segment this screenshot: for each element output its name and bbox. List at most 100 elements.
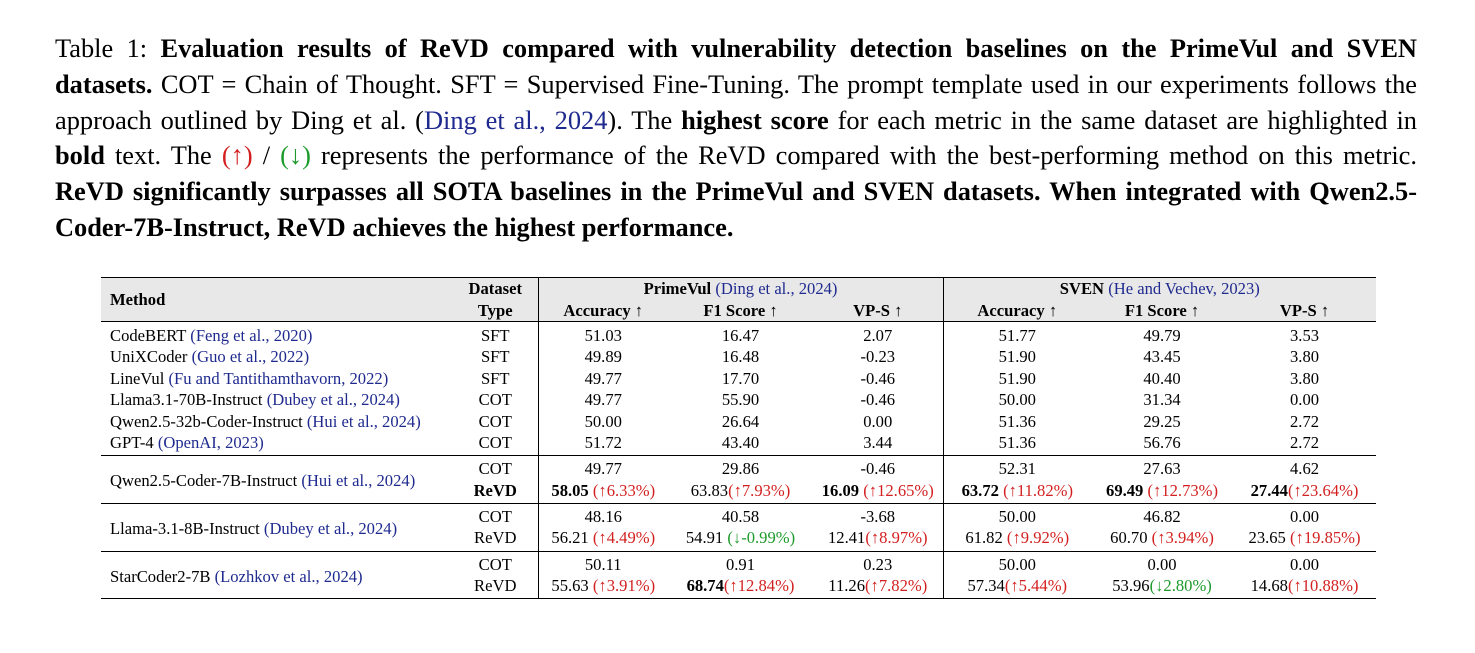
method-cite[interactable]: (Dubey et al., 2024) <box>266 390 400 410</box>
method-name: CodeBERT (Feng et al., 2020) <box>101 320 453 347</box>
method-cite[interactable]: (Hui et al., 2024) <box>306 411 421 431</box>
metric-value: 4.62 <box>1233 455 1377 480</box>
dataset-type: SFT <box>480 347 510 367</box>
delta-up: (↑7.82%) <box>865 576 928 596</box>
baseline-rows: CodeBERT (Feng et al., 2020) SFT 51.03 16.4… <box>101 320 1377 456</box>
metric-value: 2.72 <box>1290 432 1320 452</box>
revd-value: 55.63 <box>551 576 589 596</box>
metric-value: 49.77 <box>537 455 668 480</box>
caption-conclusion: ReVD significantly surpasses all SOTA ba… <box>55 176 1417 242</box>
header-metric: VP-S ↑ <box>813 299 944 322</box>
metric-value: 49.77 <box>537 367 668 389</box>
delta-up: (↑9.92%) <box>1006 528 1070 548</box>
method-cite[interactable]: (Fu and Tantithamthavorn, 2022) <box>168 368 389 388</box>
metric-value: 23.65 (↑19.85%) <box>1233 527 1376 551</box>
revd-value: 54.91 <box>685 528 724 548</box>
caption-title: Evaluation results of ReVD compared with… <box>55 33 1417 99</box>
metric-value: 51.36 <box>942 431 1092 456</box>
method-cite[interactable]: (Feng et al., 2020) <box>190 325 313 345</box>
method-cite[interactable]: (Dubey et al., 2024) <box>263 518 398 538</box>
caption-cite-ding[interactable]: Ding et al., 2024 <box>423 104 608 135</box>
dataset-type: SFT <box>453 320 538 347</box>
header-metric: VP-S ↑ <box>1233 299 1377 322</box>
metric-value: 51.77 <box>942 320 1092 347</box>
metric-value: 0.00 <box>1290 390 1320 410</box>
metric-value: 54.91 (↓-0.99%) <box>668 527 813 551</box>
table-row: CodeBERT (Feng et al., 2020) SFT 51.03 16.4… <box>101 320 1377 347</box>
metric-value: -0.46 <box>860 368 896 388</box>
metric-value: 43.45 <box>1143 347 1181 367</box>
metric-value: 0.00 <box>863 411 893 431</box>
table-row-revd: ReVD 56.21 (↑4.49%) 54.91 (↓-0.99%) 12.41(↑… <box>101 527 1376 552</box>
header-primevul-cite[interactable]: (Ding et al., 2024) <box>715 279 838 299</box>
metric-value: 16.48 <box>721 347 760 367</box>
table-row: Llama3.1-70B-Instruct (Dubey et al., 202… <box>101 388 1376 411</box>
header-dataset: Dataset <box>453 277 538 300</box>
metric-value: 0.00 <box>1233 550 1377 576</box>
method-name: Llama-3.1-8B-Instruct (Dubey et al., 202… <box>101 502 453 552</box>
metric-value: 29.86 <box>668 455 813 480</box>
metric-value: 14.68(↑10.88%) <box>1233 575 1376 599</box>
model-group: Llama-3.1-8B-Instruct (Dubey et al., 202… <box>101 502 1377 552</box>
dataset-type: COT <box>453 550 538 576</box>
metric-value: 0.91 <box>668 550 813 576</box>
delta-up: (↑12.65%) <box>863 480 934 500</box>
metric-value: 40.40 <box>1143 368 1181 388</box>
method-name: GPT-4 (OpenAI, 2023) <box>110 432 264 452</box>
metric-value: 16.09 (↑12.65%) <box>813 480 943 504</box>
dataset-type: ReVD <box>474 528 517 548</box>
metric-value: 26.64 <box>721 411 760 431</box>
revd-value: 69.49 <box>1106 480 1144 500</box>
metric-value: 60.70 (↑3.94%) <box>1091 527 1233 551</box>
method-cite[interactable]: (OpenAI, 2023) <box>157 432 264 452</box>
model-group: StarCoder2-7B (Lozhkov et al., 2024) COT 5… <box>101 550 1377 599</box>
metric-value: 27.44(↑23.64%) <box>1233 480 1376 504</box>
caption-label: Table 1: <box>55 33 148 63</box>
metric-value: 46.82 <box>1091 502 1234 528</box>
revd-value: 27.44 <box>1250 480 1288 500</box>
table-row: Qwen2.5-Coder-7B-Instruct (Hui et al., 2… <box>101 455 1377 504</box>
metric-value: 48.16 <box>537 502 668 528</box>
delta-up: (↑12.84%) <box>723 576 795 596</box>
method-name: Qwen2.5-32b-Coder-Instruct (Hui et al., … <box>110 411 421 431</box>
method-cite[interactable]: (Hui et al., 2024) <box>301 471 416 491</box>
header-sven: SVEN (He and Vechev, 2023) <box>942 277 1377 300</box>
delta-up: (↑11.82%) <box>1003 480 1073 500</box>
delta-up: (↑7.93%) <box>728 480 791 500</box>
header-metric: Accuracy ↑ <box>942 299 1092 322</box>
revd-value: 56.21 <box>551 528 589 548</box>
method-cite[interactable]: (Guo et al., 2022) <box>191 347 310 367</box>
table-row-revd: ReVD 55.63 (↑3.91%) 68.74(↑12.84%) 11.26(↑7… <box>101 575 1376 599</box>
metric-value: 50.00 <box>942 550 1092 576</box>
metric-value: -3.68 <box>813 502 944 528</box>
metric-value: 56.21 (↑4.49%) <box>537 527 668 552</box>
metric-value: 11.26(↑7.82%) <box>813 575 943 599</box>
header-sven-cite[interactable]: (He and Vechev, 2023) <box>1108 279 1260 299</box>
revd-value: 63.72 <box>961 480 999 500</box>
dataset-type: COT <box>453 502 538 528</box>
metric-value: 58.05 (↑6.33%) <box>537 479 668 504</box>
metric-value: 49.89 <box>537 346 668 368</box>
header-type: Type <box>453 299 538 322</box>
metric-value: 50.00 <box>942 388 1092 411</box>
revd-value: 16.09 <box>821 480 860 500</box>
table-row: GPT-4 (OpenAI, 2023) COT 51.72 43.40 3.44 51.… <box>101 431 1376 456</box>
revd-value: 60.70 <box>1110 528 1148 548</box>
dataset-type: COT <box>453 455 538 480</box>
metric-value: 50.11 <box>537 550 668 576</box>
revd-value: 57.34 <box>967 576 1005 596</box>
dataset-type: ReVD <box>473 480 517 500</box>
method-cite[interactable]: (Lozhkov et al., 2024) <box>214 566 363 586</box>
caption-sentence-bold: The highest score for each metric in the… <box>55 104 1417 171</box>
metric-value: 12.41(↑8.97%) <box>813 527 943 551</box>
caption-sentence-prompt: The prompt template used in our experime… <box>55 68 1418 135</box>
metric-value: 49.77 <box>537 388 668 411</box>
method-name: LineVul (Fu and Tantithamthavorn, 2022) <box>110 368 389 388</box>
arrow-up-icon: (↑) <box>221 140 253 171</box>
dataset-type: SFT <box>480 368 510 388</box>
method-name: StarCoder2-7B (Lozhkov et al., 2024) <box>101 550 453 599</box>
table-row: StarCoder2-7B (Lozhkov et al., 2024) COT 5… <box>101 550 1377 599</box>
metric-value: 3.80 <box>1290 368 1320 388</box>
metric-value: 51.36 <box>942 410 1092 432</box>
method-name: Llama3.1-70B-Instruct (Dubey et al., 202… <box>110 390 400 410</box>
